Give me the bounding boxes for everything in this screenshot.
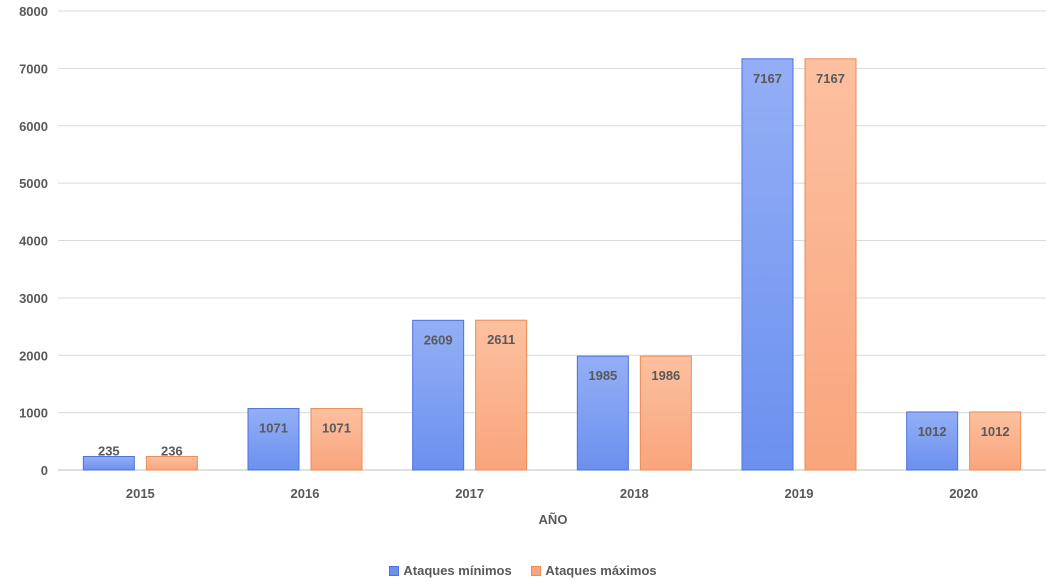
data-label: 2609 (424, 332, 453, 347)
data-label: 1012 (981, 424, 1010, 439)
legend-label: Ataques máximos (545, 563, 657, 578)
y-tick-label: 8000 (19, 4, 48, 19)
y-tick-label: 2000 (19, 348, 48, 363)
y-tick-label: 4000 (19, 234, 48, 249)
data-label: 1071 (259, 421, 288, 436)
data-label: 7167 (753, 71, 782, 86)
x-tick-label: 2019 (785, 486, 814, 501)
x-tick-label: 2015 (126, 486, 155, 501)
bar (82, 456, 135, 471)
gridlines (58, 10, 1046, 471)
bar (639, 355, 692, 471)
bar (741, 58, 794, 471)
y-tick-label: 5000 (19, 176, 48, 191)
y-tick-label: 7000 (19, 61, 48, 76)
bar (475, 319, 528, 471)
bar (145, 455, 198, 471)
legend-item-series-2: Ataques máximos (531, 563, 657, 578)
y-tick-label: 0 (41, 463, 48, 478)
data-label: 1986 (651, 368, 680, 383)
legend-swatch-blue (389, 566, 400, 576)
data-label: 1985 (588, 368, 617, 383)
bar (906, 411, 959, 471)
bar (969, 411, 1022, 471)
bar (412, 319, 465, 471)
bar (310, 408, 363, 471)
x-axis-title: AÑO (539, 512, 568, 527)
x-tick-label: 2017 (455, 486, 484, 501)
y-tick-label: 3000 (19, 291, 48, 306)
x-tick-label: 2018 (620, 486, 649, 501)
bar (576, 355, 629, 471)
legend-item-series-1: Ataques mínimos (389, 563, 512, 578)
data-label: 235 (98, 444, 120, 459)
data-label: 2611 (487, 332, 515, 347)
y-axis-ticks: 0 1000 2000 3000 4000 5000 6000 7000 8000 (19, 4, 48, 478)
x-tick-label: 2016 (291, 486, 320, 501)
y-tick-label: 6000 (19, 119, 48, 134)
data-label: 1071 (322, 421, 351, 436)
bars (82, 58, 1022, 471)
data-labels: 235 236 1071 1071 2609 2611 1985 1986 7167 7167 10… (98, 71, 1010, 459)
data-label: 236 (161, 443, 183, 458)
legend: Ataques mínimos Ataques máximos (0, 563, 1046, 578)
data-label: 7167 (816, 71, 845, 86)
legend-label: Ataques mínimos (403, 563, 512, 578)
x-tick-label: 2020 (949, 486, 978, 501)
bar (804, 58, 857, 471)
y-tick-label: 1000 (19, 406, 48, 421)
data-label: 1012 (918, 424, 947, 439)
legend-swatch-orange (531, 566, 542, 576)
x-axis-ticks: 2015 2016 2017 2018 2019 2020 (126, 486, 978, 501)
bar (247, 408, 300, 471)
